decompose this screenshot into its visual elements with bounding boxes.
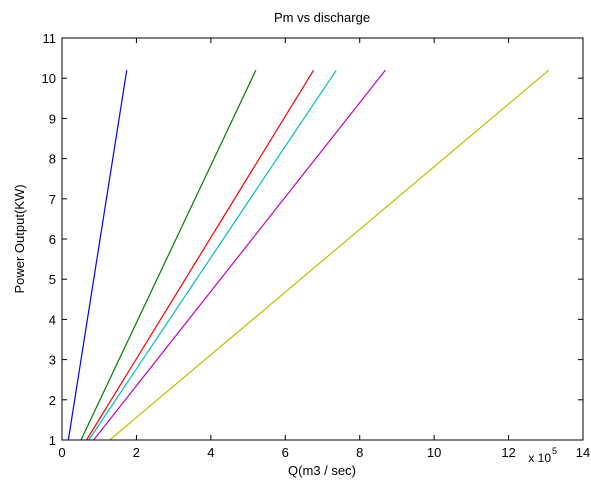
x-axis-exponent-power: 5	[552, 446, 557, 456]
x-axis: 0 2 4 6 8 10 12 14	[58, 38, 590, 460]
x-tick-label: 4	[207, 445, 214, 460]
x-tick-label: 10	[427, 445, 441, 460]
y-tick-label: 6	[49, 232, 56, 247]
y-tick-label: 5	[49, 272, 56, 287]
y-tick-label: 10	[42, 71, 56, 86]
series-line-1	[67, 70, 128, 441]
x-tick-label: 14	[576, 445, 590, 460]
x-axis-label: Q(m3 / sec)	[288, 463, 356, 478]
y-tick-label: 1	[49, 433, 56, 448]
chart-title: Pm vs discharge	[274, 10, 370, 25]
series-line-5	[93, 69, 386, 441]
series-line-6	[109, 69, 550, 441]
y-tick-label: 9	[49, 111, 56, 126]
series-layer	[67, 69, 550, 441]
x-tick-label: 6	[282, 445, 289, 460]
y-tick-label: 3	[49, 353, 56, 368]
y-axis-label: Power Output(KW)	[12, 184, 27, 293]
x-tick-label: 12	[501, 445, 515, 460]
y-axis: 1 2 3 4 5 6 7 8 9 10 11	[42, 31, 583, 448]
y-tick-label: 7	[49, 192, 56, 207]
x-tick-label: 8	[356, 445, 363, 460]
series-line-3	[86, 69, 315, 441]
x-tick-label: 0	[58, 445, 65, 460]
y-tick-label: 8	[49, 152, 56, 167]
series-line-2	[80, 69, 257, 441]
y-tick-label: 2	[49, 393, 56, 408]
y-tick-label: 11	[43, 31, 57, 46]
x-tick-label: 2	[133, 445, 140, 460]
x-axis-exponent-base: x 10	[528, 451, 551, 465]
series-line-4	[88, 69, 337, 441]
y-tick-label: 4	[49, 312, 56, 327]
